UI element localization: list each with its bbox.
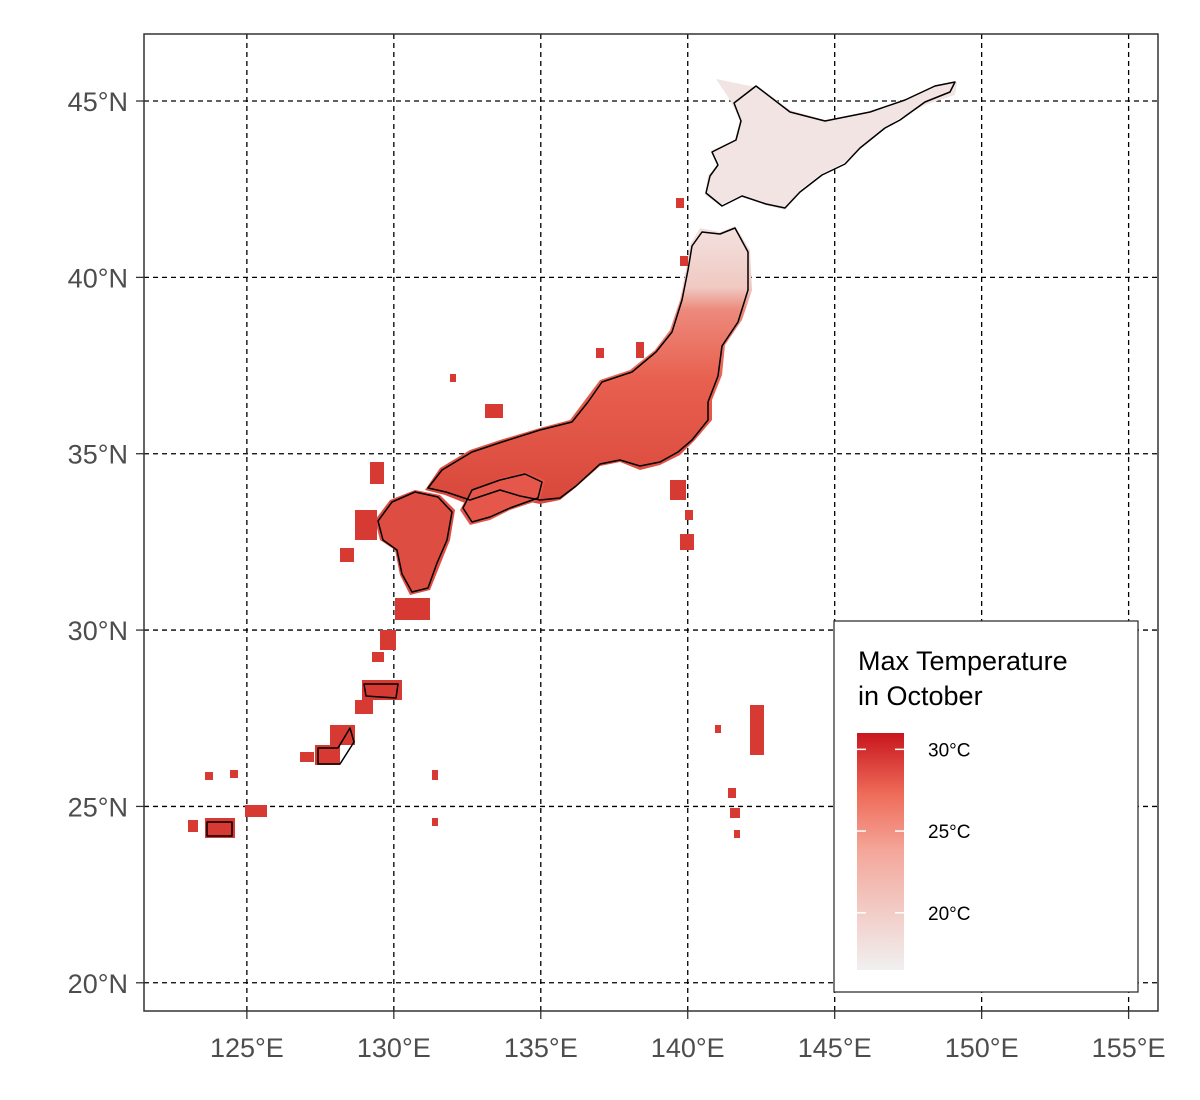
legend-colorbar [857,733,904,970]
hokkaido-land [705,79,957,210]
legend-label: 25°C [928,822,970,843]
x-tick-label: 135°E [504,1033,578,1063]
x-tick-label: 125°E [210,1033,284,1063]
honshu-land [425,226,752,505]
y-tick-label: 45°N [68,87,128,117]
panel-border [143,33,1159,1012]
legend-title-line2: in October [858,681,983,711]
x-tick-label: 140°E [651,1033,725,1063]
y-axis: 20°N 25°N 30°N 35°N 40°N 45°N [68,87,144,999]
x-tick-label: 155°E [1092,1033,1166,1063]
legend-label: 30°C [928,740,970,761]
legend: Max Temperature in October 30°C 25°C 20°C [833,620,1139,993]
legend-label: 20°C [928,904,970,925]
y-tick-label: 40°N [68,263,128,293]
legend-ticks: 30°C 25°C 20°C [857,740,970,925]
x-tick-label: 145°E [798,1033,872,1063]
y-tick-label: 25°N [68,792,128,822]
coastline [206,81,956,837]
shikoku-land [460,472,545,525]
legend-title-line1: Max Temperature [858,646,1068,676]
temperature-raster [188,79,957,838]
x-axis: 125°E 130°E 135°E 140°E 145°E 150°E 155°E [210,1011,1166,1063]
southern-islands [188,198,764,838]
x-tick-label: 130°E [357,1033,431,1063]
x-tick-label: 150°E [945,1033,1019,1063]
y-tick-label: 30°N [68,616,128,646]
y-tick-label: 35°N [68,440,128,470]
y-tick-label: 20°N [68,969,128,999]
